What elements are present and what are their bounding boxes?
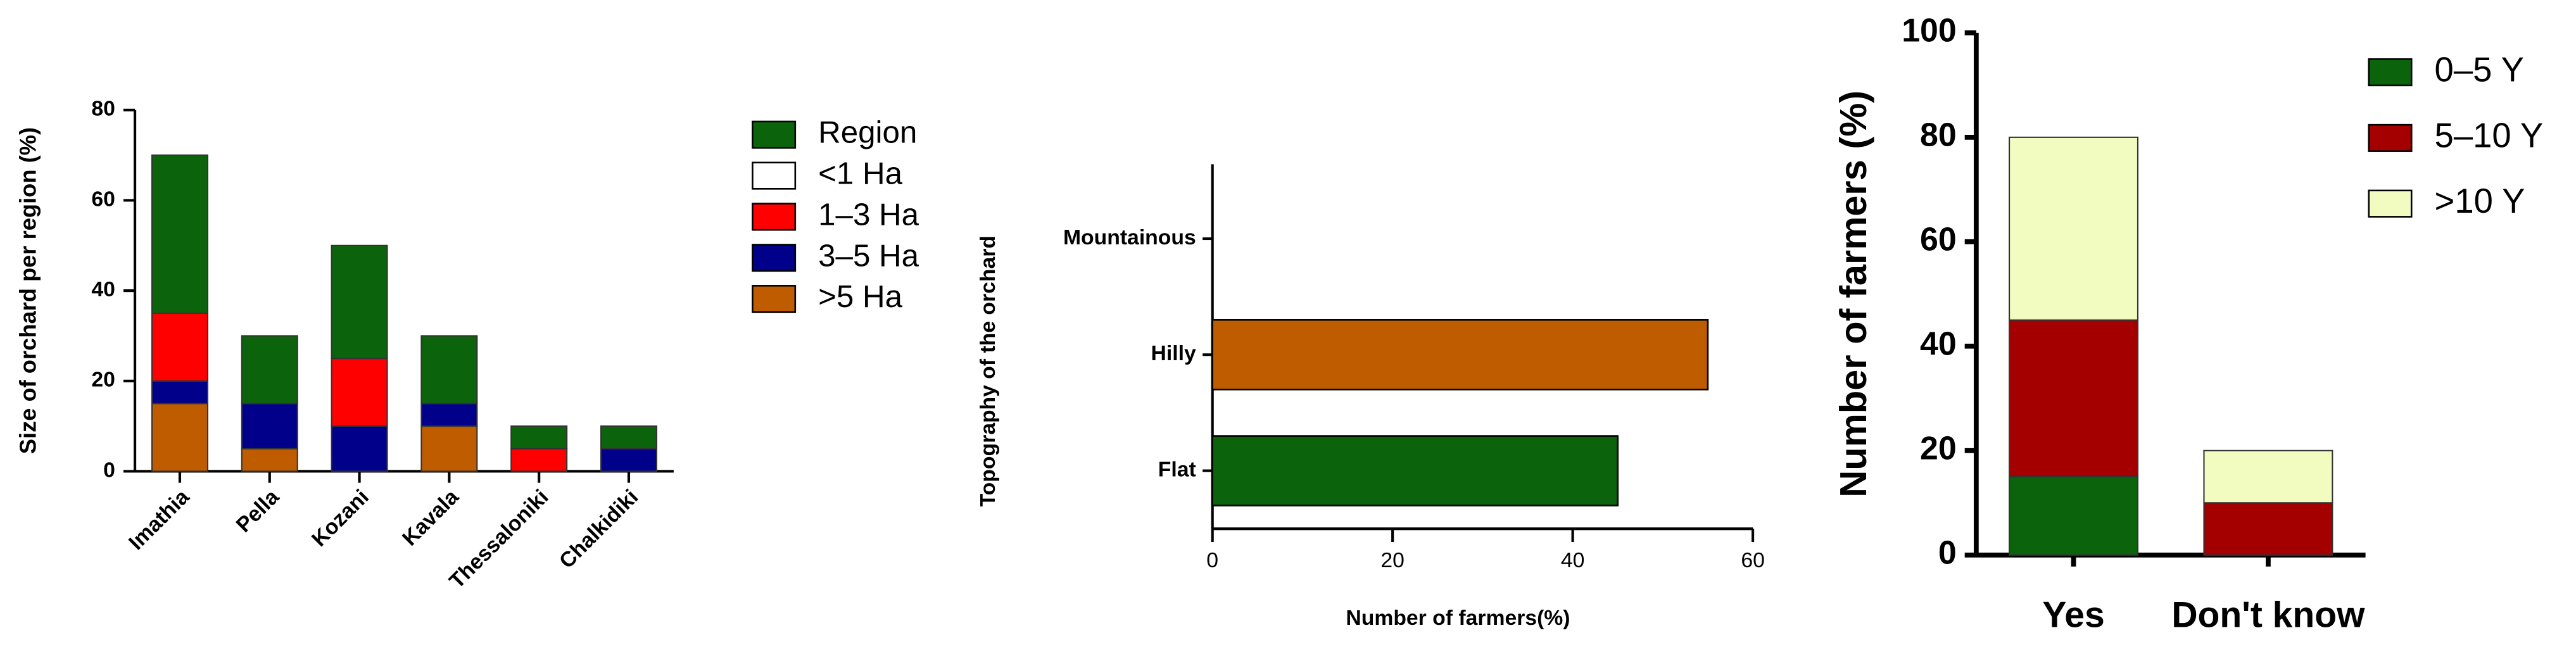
bar-segment bbox=[420, 403, 478, 427]
y-tick-label: Flat bbox=[1158, 457, 1196, 481]
bar-segment bbox=[510, 425, 568, 449]
legend-swatch bbox=[752, 120, 797, 149]
legend-swatch bbox=[752, 285, 797, 313]
bar-segment bbox=[2203, 449, 2333, 504]
y-tick-label: 20 bbox=[91, 368, 115, 392]
bar-segment bbox=[420, 425, 478, 472]
y-tick-label: 80 bbox=[1920, 116, 1957, 153]
legend-label: 1–3 Ha bbox=[818, 197, 919, 232]
legend-swatch bbox=[2368, 189, 2413, 218]
bar-segment bbox=[331, 244, 388, 360]
x-tick-label: 0 bbox=[1206, 548, 1218, 572]
bar-segment bbox=[420, 335, 478, 405]
legend-swatch bbox=[2368, 123, 2413, 152]
x-axis-title: Number of farmers(%) bbox=[1346, 606, 1570, 630]
x-tick-label: 60 bbox=[1741, 548, 1765, 572]
y-tick-label: 60 bbox=[91, 187, 115, 211]
legend-label: 0–5 Y bbox=[2435, 51, 2524, 89]
bar-segment bbox=[600, 448, 657, 472]
x-tick-label: 20 bbox=[1380, 548, 1405, 572]
x-tick-label: 40 bbox=[1561, 548, 1585, 572]
y-tick-label: 60 bbox=[1920, 221, 1957, 258]
x-tick-label: Imathia bbox=[124, 485, 194, 555]
bar-segment bbox=[510, 448, 568, 472]
y-tick-label: 40 bbox=[91, 277, 115, 301]
y-axis-title: Topography of the orchard bbox=[976, 236, 1000, 506]
bar bbox=[1211, 318, 1709, 391]
y-axis-title: Number of farmers (%) bbox=[1832, 91, 1874, 498]
legend-label: >5 Ha bbox=[818, 279, 902, 314]
legend-swatch bbox=[2368, 58, 2413, 87]
y-tick-label: Hilly bbox=[1151, 341, 1196, 365]
bar-segment bbox=[151, 403, 208, 472]
legend-label: 5–10 Y bbox=[2435, 116, 2544, 154]
bar-segment bbox=[2203, 502, 2333, 556]
legend-swatch bbox=[752, 244, 797, 272]
legend-swatch bbox=[752, 161, 797, 190]
bar-segment bbox=[241, 448, 298, 472]
y-tick-label: 0 bbox=[1938, 534, 1957, 570]
y-tick-label: 80 bbox=[91, 97, 115, 121]
legend-label: <1 Ha bbox=[818, 156, 902, 191]
bar-segment bbox=[600, 425, 657, 449]
bar-segment bbox=[151, 154, 208, 314]
bar-segment bbox=[241, 403, 298, 449]
y-tick-label: Mountainous bbox=[1063, 225, 1196, 249]
bar-segment bbox=[151, 312, 208, 382]
y-tick-label: 40 bbox=[1920, 325, 1957, 361]
y-tick-label: 100 bbox=[1902, 12, 1957, 49]
x-tick-label: Don't know bbox=[2171, 594, 2365, 635]
x-tick-label: Kozani bbox=[307, 485, 374, 551]
x-tick-label: Chalkidiki bbox=[555, 485, 643, 573]
bar-segment bbox=[2009, 319, 2139, 478]
legend-label: >10 Y bbox=[2435, 182, 2525, 220]
legend-swatch bbox=[752, 203, 797, 231]
bar-segment bbox=[2009, 475, 2139, 556]
y-axis-title: Size of orchard per region (%) bbox=[15, 127, 41, 454]
y-tick-label: 20 bbox=[1920, 429, 1957, 466]
bar-segment bbox=[331, 425, 388, 472]
bar bbox=[1211, 435, 1619, 506]
bar-segment bbox=[241, 335, 298, 405]
bar-segment bbox=[2009, 136, 2139, 321]
x-tick-label: Kavala bbox=[398, 485, 464, 551]
x-tick-label: Yes bbox=[2042, 594, 2104, 635]
bar-segment bbox=[331, 358, 388, 427]
legend-label: 3–5 Ha bbox=[818, 238, 919, 273]
y-tick-label: 0 bbox=[103, 458, 115, 482]
legend-label: Region bbox=[818, 115, 917, 150]
x-tick-label: Pella bbox=[232, 485, 284, 537]
bar-segment bbox=[151, 380, 208, 405]
